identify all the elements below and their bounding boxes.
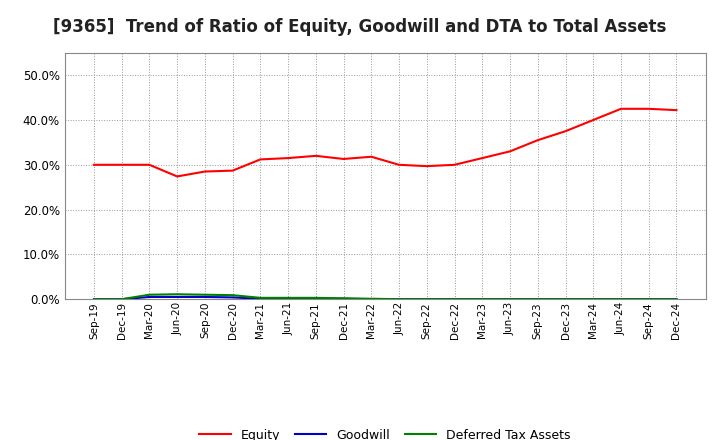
Goodwill	[505, 297, 514, 302]
Goodwill	[616, 297, 625, 302]
Deferred Tax Assets	[256, 295, 265, 301]
Goodwill	[395, 297, 403, 302]
Equity	[672, 107, 681, 113]
Goodwill	[478, 297, 487, 302]
Equity	[644, 106, 653, 111]
Deferred Tax Assets	[284, 295, 292, 301]
Deferred Tax Assets	[589, 297, 598, 302]
Deferred Tax Assets	[616, 297, 625, 302]
Goodwill	[423, 297, 431, 302]
Deferred Tax Assets	[117, 297, 126, 302]
Deferred Tax Assets	[145, 292, 154, 297]
Equity	[423, 164, 431, 169]
Equity	[312, 153, 320, 158]
Equity	[339, 156, 348, 161]
Deferred Tax Assets	[312, 295, 320, 301]
Deferred Tax Assets	[534, 297, 542, 302]
Equity	[589, 117, 598, 123]
Equity	[561, 128, 570, 134]
Equity	[228, 168, 237, 173]
Equity	[117, 162, 126, 168]
Equity	[616, 106, 625, 111]
Equity	[367, 154, 376, 159]
Goodwill	[672, 297, 681, 302]
Goodwill	[228, 295, 237, 300]
Goodwill	[145, 294, 154, 300]
Equity	[478, 155, 487, 161]
Deferred Tax Assets	[561, 297, 570, 302]
Deferred Tax Assets	[423, 297, 431, 302]
Goodwill	[117, 297, 126, 302]
Goodwill	[89, 297, 98, 302]
Goodwill	[173, 294, 181, 300]
Deferred Tax Assets	[644, 297, 653, 302]
Goodwill	[312, 296, 320, 301]
Deferred Tax Assets	[339, 296, 348, 301]
Deferred Tax Assets	[505, 297, 514, 302]
Deferred Tax Assets	[450, 297, 459, 302]
Goodwill	[644, 297, 653, 302]
Equity	[450, 162, 459, 168]
Equity	[89, 162, 98, 168]
Deferred Tax Assets	[395, 297, 403, 302]
Goodwill	[367, 297, 376, 302]
Goodwill	[589, 297, 598, 302]
Equity	[173, 174, 181, 179]
Line: Goodwill: Goodwill	[94, 297, 677, 299]
Equity	[145, 162, 154, 168]
Deferred Tax Assets	[201, 292, 210, 297]
Line: Deferred Tax Assets: Deferred Tax Assets	[94, 294, 677, 299]
Deferred Tax Assets	[367, 296, 376, 301]
Equity	[395, 162, 403, 168]
Equity	[534, 138, 542, 143]
Equity	[201, 169, 210, 174]
Deferred Tax Assets	[672, 297, 681, 302]
Equity	[505, 149, 514, 154]
Deferred Tax Assets	[478, 297, 487, 302]
Equity	[256, 157, 265, 162]
Equity	[284, 155, 292, 161]
Deferred Tax Assets	[89, 297, 98, 302]
Goodwill	[561, 297, 570, 302]
Goodwill	[450, 297, 459, 302]
Deferred Tax Assets	[228, 293, 237, 298]
Goodwill	[256, 296, 265, 301]
Text: [9365]  Trend of Ratio of Equity, Goodwill and DTA to Total Assets: [9365] Trend of Ratio of Equity, Goodwil…	[53, 18, 667, 36]
Goodwill	[339, 296, 348, 301]
Line: Equity: Equity	[94, 109, 677, 176]
Goodwill	[201, 294, 210, 300]
Goodwill	[284, 296, 292, 301]
Goodwill	[534, 297, 542, 302]
Legend: Equity, Goodwill, Deferred Tax Assets: Equity, Goodwill, Deferred Tax Assets	[194, 424, 576, 440]
Deferred Tax Assets	[173, 292, 181, 297]
